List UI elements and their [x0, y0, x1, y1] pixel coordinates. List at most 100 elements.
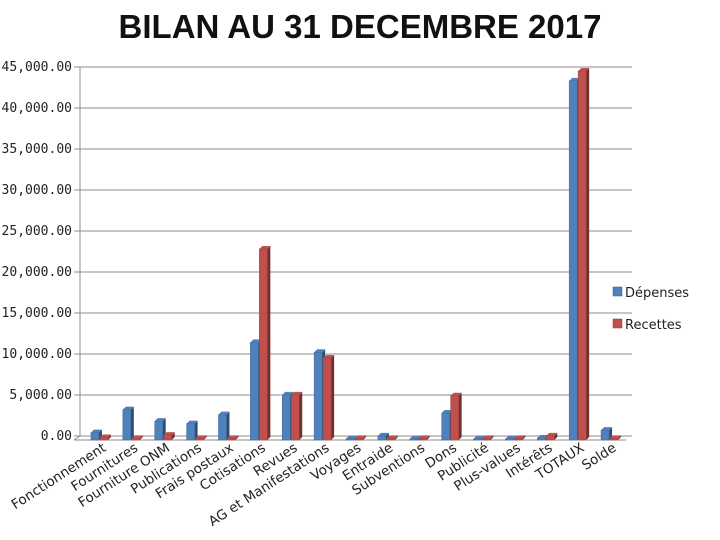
bar-recettes-1: [131, 435, 143, 441]
y-tick-label: 35,000.00: [2, 142, 72, 157]
bar-front: [218, 414, 227, 441]
bar-side: [194, 420, 198, 440]
y-tick-label: 25,000.00: [2, 224, 72, 239]
bar-side: [203, 435, 207, 440]
bar-front: [473, 438, 482, 441]
y-tick-label: 0.00: [41, 429, 72, 444]
bar-side: [235, 435, 239, 440]
bar-top: [154, 418, 166, 422]
bar-top: [505, 435, 517, 439]
floor-edge: [73, 435, 81, 441]
bar-top: [610, 435, 622, 439]
bar-top: [473, 435, 485, 439]
bar-side: [363, 435, 366, 440]
legend-label-dépenses: Dépenses: [625, 286, 689, 301]
bar-top: [122, 406, 134, 410]
bar-front: [354, 438, 364, 441]
bar-front: [377, 435, 387, 441]
bar-side: [609, 427, 613, 440]
bar-dépenses-4: [218, 411, 230, 441]
bar-top: [418, 435, 430, 439]
bar-recettes-10: [418, 435, 430, 441]
bar-recettes-2: [163, 432, 175, 441]
bar-top: [355, 435, 366, 439]
bar-recettes-12: [482, 435, 494, 441]
bar-top: [99, 434, 111, 438]
bar-recettes-11: [450, 392, 462, 441]
x-tick-label: Solde: [579, 440, 619, 474]
bar-top: [250, 339, 262, 343]
bar-front: [186, 423, 195, 441]
bar-front: [482, 438, 491, 441]
bar-front: [163, 434, 172, 441]
bar-top: [346, 435, 357, 439]
bar-front: [313, 352, 323, 441]
bar-side: [171, 432, 175, 440]
bar-top: [227, 435, 239, 439]
bar-top: [601, 427, 613, 431]
bar-front: [290, 394, 300, 441]
bar-top: [578, 68, 590, 71]
bar-top: [386, 435, 398, 439]
bar-top: [282, 391, 294, 395]
bar-front: [609, 438, 619, 441]
bar-front: [154, 420, 163, 441]
bar-recettes-4: [227, 435, 239, 441]
bar-side: [586, 68, 590, 440]
y-tick-label: 45,000.00: [2, 60, 72, 75]
bar-recettes-8: [354, 435, 366, 441]
bar-front: [227, 438, 236, 441]
bar-front: [322, 357, 332, 441]
bar-recettes-16: [609, 435, 622, 441]
bar-front: [90, 432, 100, 441]
bar-side: [490, 435, 494, 440]
y-tick-label: 5,000.00: [9, 388, 72, 403]
bar-dépenses-3: [186, 420, 198, 441]
bar-front: [250, 342, 259, 441]
bar-front: [122, 409, 132, 441]
bar-front: [568, 80, 578, 441]
bar-top: [186, 420, 198, 424]
bar-top: [218, 411, 230, 415]
bar-side: [299, 391, 303, 440]
bar-side: [426, 435, 430, 440]
bar-top: [409, 435, 421, 439]
bar-top: [482, 435, 494, 439]
bar-side: [226, 411, 230, 440]
bar-top: [163, 432, 175, 436]
y-tick-label: 40,000.00: [2, 101, 72, 116]
legend-label-recettes: Recettes: [625, 318, 682, 333]
bar-top: [291, 391, 303, 395]
bar-front: [345, 438, 355, 441]
bar-side: [394, 435, 398, 440]
bar-front: [99, 437, 109, 441]
bar-top: [546, 432, 558, 436]
bar-dépenses-16: [600, 427, 613, 441]
bar-front: [259, 248, 268, 441]
bar-recettes-15: [577, 68, 590, 441]
bar-front: [505, 438, 514, 441]
bar-front: [281, 394, 291, 441]
bar-top: [323, 355, 335, 358]
bar-side: [107, 434, 111, 440]
bar-side: [331, 355, 335, 440]
bar-front: [537, 437, 546, 441]
bar-top: [450, 392, 462, 396]
bar-top: [537, 434, 549, 438]
bar-recettes-13: [514, 435, 526, 441]
bar-recettes-6: [290, 391, 303, 441]
bar-side: [130, 406, 134, 440]
bar-side: [139, 435, 143, 440]
bar-recettes-3: [195, 435, 207, 441]
y-tick-label: 15,000.00: [2, 306, 72, 321]
bar-recettes-7: [322, 355, 335, 441]
y-tick-label: 30,000.00: [2, 183, 72, 198]
bar-top: [514, 435, 526, 439]
bar-top: [377, 432, 389, 436]
y-tick-label: 10,000.00: [2, 347, 72, 362]
chart-title: BILAN AU 31 DECEMBRE 2017: [118, 8, 602, 45]
bar-top: [195, 435, 207, 439]
bar-front: [514, 438, 523, 441]
bar-front: [546, 435, 555, 441]
bar-recettes-0: [99, 434, 111, 441]
